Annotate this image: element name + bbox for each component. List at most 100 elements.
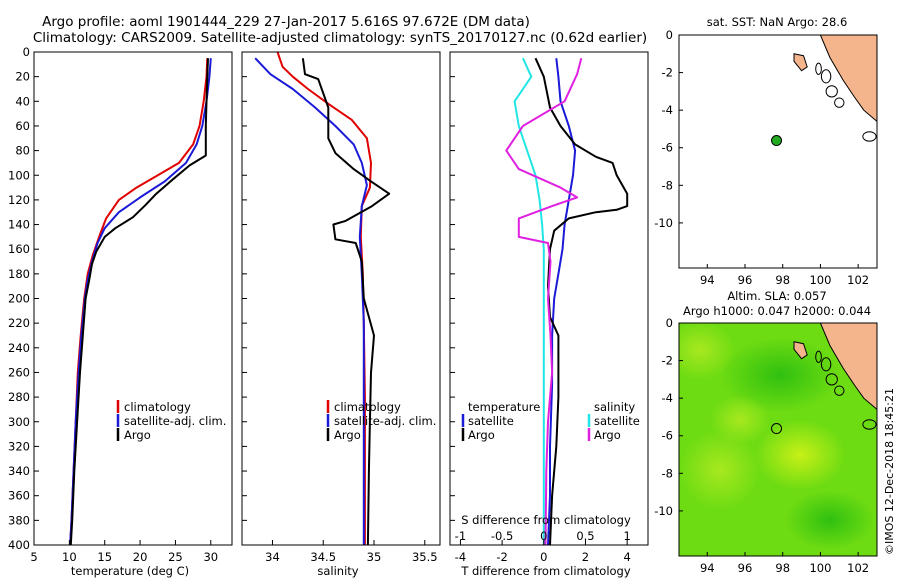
y-tick-label: 80 — [15, 144, 30, 158]
map-x-tick-label: 98 — [775, 273, 790, 287]
small-island — [862, 419, 877, 430]
y-tick-label: 120 — [8, 193, 30, 207]
figure-title-line1: Argo profile: aoml 1901444_229 27-Jan-20… — [42, 14, 530, 30]
small-island — [825, 85, 838, 98]
y-tick-label: 240 — [8, 341, 30, 355]
map-y-tick-label: -8 — [662, 178, 673, 192]
sla-cell-high-west — [680, 430, 760, 510]
difference-series-t-satellite — [547, 58, 577, 546]
map-y-tick-label: 0 — [666, 316, 673, 330]
legend-label-t-argo: Argo — [468, 428, 495, 442]
top-x-tick-label: 0.5 — [576, 529, 594, 543]
salinity-panel: 34 34.5 35 35.5 salinity climatology satell… — [241, 51, 441, 578]
difference-series-s-satellite — [513, 57, 545, 545]
small-island — [815, 62, 822, 75]
map-x-tick-label: 102 — [847, 561, 869, 575]
difference-top-axis-label: S difference from climatology — [461, 513, 631, 527]
map-x-tick-label: 100 — [809, 273, 831, 287]
salinity-legend: climatology satellite-adj. clim. Argo — [326, 400, 436, 442]
x-tick-label: 0 — [540, 550, 547, 564]
map-y-tick-label: -2 — [662, 354, 673, 368]
difference-xlabel: T difference from climatology — [460, 564, 631, 578]
y-tick-label: 140 — [8, 218, 30, 232]
sla-cell-high-midwest — [710, 395, 770, 445]
salinity-xlabel: salinity — [317, 564, 358, 578]
map-y-tick-label: 0 — [666, 28, 673, 42]
sla-cell-high-center — [755, 420, 845, 490]
temperature-series-satellite-adj-clim- — [69, 58, 212, 546]
small-island — [820, 357, 832, 372]
top-x-tick-label: -1 — [455, 529, 466, 543]
difference-series-t-argo — [534, 57, 629, 546]
island-siberut — [793, 53, 808, 72]
y-tick-label: 20 — [15, 70, 30, 84]
y-tick-label: 300 — [8, 415, 30, 429]
x-tick-label: 10 — [62, 550, 77, 564]
y-tick-label: 320 — [8, 439, 30, 453]
map-y-tick-label: -10 — [654, 504, 673, 518]
argo-float-marker — [771, 423, 783, 435]
legend-heading-temperature: temperature — [468, 400, 540, 414]
difference-series-s-argo — [505, 57, 583, 546]
x-tick-label: 15 — [97, 550, 112, 564]
map-x-tick-label: 94 — [700, 561, 715, 575]
map-x-tick-label: 100 — [809, 561, 831, 575]
x-tick-label: 35 — [367, 550, 382, 564]
y-tick-label: 220 — [8, 316, 30, 330]
legend-label-satellite: satellite-adj. clim. — [334, 414, 436, 428]
map-y-tick-label: -10 — [654, 216, 673, 230]
difference-legend: temperature satellite Argo salinity sate… — [461, 400, 640, 442]
y-tick-label: 400 — [8, 538, 30, 552]
salinity-axes-frame — [241, 51, 441, 546]
x-tick-label: 30 — [203, 550, 218, 564]
salinity-series-argo — [301, 58, 391, 546]
legend-label-s-satellite: satellite — [594, 414, 640, 428]
small-island — [820, 69, 832, 84]
timestamp-label: ©IMOS 12-Dec-2018 18:45:21 — [883, 388, 896, 555]
map-y-tick-label: -4 — [662, 103, 673, 117]
sla-map-panel: Altim. SLA: 0.057 Argo h1000: 0.047 h200… — [654, 289, 878, 575]
temperature-series-argo — [69, 58, 209, 546]
x-tick-label: 25 — [168, 550, 183, 564]
y-tick-label: 360 — [8, 489, 30, 503]
map-x-tick-label: 98 — [775, 561, 790, 575]
temperature-series-climatology — [69, 58, 209, 546]
sla-map-title: Altim. SLA: 0.057 — [727, 289, 826, 303]
y-tick-label: 260 — [8, 365, 30, 379]
small-island — [834, 97, 845, 108]
island-siberut — [793, 341, 808, 360]
x-tick-label: -2 — [496, 550, 507, 564]
legend-label-climatology: climatology — [124, 400, 191, 414]
x-tick-label: 35.5 — [412, 550, 438, 564]
legend-label-s-argo: Argo — [594, 428, 621, 442]
y-tick-label: 60 — [15, 119, 30, 133]
legend-label-argo: Argo — [334, 428, 361, 442]
sst-map-title: sat. SST: NaN Argo: 28.6 — [707, 15, 848, 29]
y-tick-label: 0 — [23, 45, 30, 59]
map-x-tick-label: 96 — [738, 273, 753, 287]
sla-map-frame — [678, 322, 878, 557]
salinity-series-satellite-adj-clim- — [254, 57, 368, 545]
x-tick-label: 34 — [265, 550, 280, 564]
small-island — [815, 350, 822, 363]
y-tick-label: 340 — [8, 464, 30, 478]
y-tick-label: 40 — [15, 94, 30, 108]
map-y-tick-label: -8 — [662, 466, 673, 480]
top-x-tick-label: -0.5 — [491, 529, 513, 543]
top-x-tick-label: 1 — [623, 529, 630, 543]
figure-title-line2: Climatology: CARS2009. Satellite-adjuste… — [33, 30, 647, 46]
y-tick-label: 280 — [8, 390, 30, 404]
x-tick-label: 4 — [623, 550, 630, 564]
y-tick-label: 100 — [8, 168, 30, 182]
difference-panel: -4 -2 0 2 4 -1 -0.5 0 0.5 1 T difference from cli… — [449, 51, 649, 578]
top-x-tick-label: 0 — [540, 529, 547, 543]
x-tick-label: 2 — [582, 550, 589, 564]
small-island — [834, 385, 845, 396]
legend-label-t-satellite: satellite — [468, 414, 514, 428]
legend-label-argo: Argo — [124, 428, 151, 442]
map-y-tick-label: -2 — [662, 66, 673, 80]
sla-cell-low-south — [785, 490, 875, 550]
sla-map-subtitle: Argo h1000: 0.047 h2000: 0.044 — [683, 304, 871, 318]
map-y-tick-label: -6 — [662, 141, 673, 155]
